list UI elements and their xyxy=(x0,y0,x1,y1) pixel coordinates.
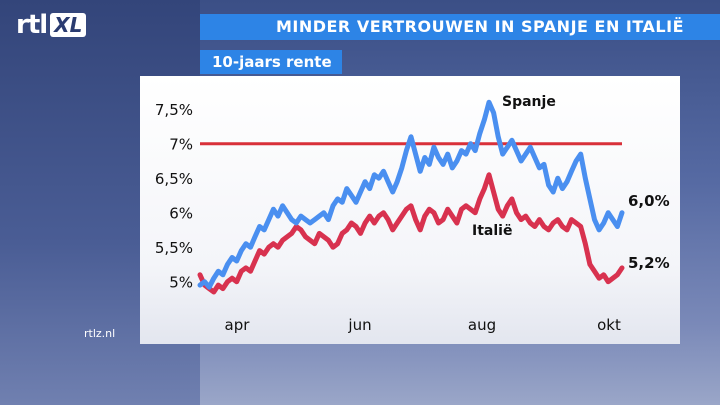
y-tick-label: 7% xyxy=(169,136,193,154)
end-label-spanje: 6,0% xyxy=(628,192,670,210)
y-tick-label: 5,5% xyxy=(155,239,193,257)
y-tick-label: 7,5% xyxy=(155,101,193,119)
x-tick-label: okt xyxy=(597,316,621,334)
series-line-italie xyxy=(197,172,625,295)
series-line-spanje xyxy=(197,99,625,290)
rtl-xl-logo: rtl XL xyxy=(16,10,87,40)
x-tick-label: jun xyxy=(347,316,371,334)
y-tick-label: 6% xyxy=(169,205,193,223)
series-label-spanje: Spanje xyxy=(502,94,556,110)
end-label-italie: 5,2% xyxy=(628,254,670,272)
y-tick-label: 5% xyxy=(169,274,193,292)
logo-xl-text: XL xyxy=(50,13,87,37)
chart-title: 10-jaars rente xyxy=(200,50,342,74)
x-tick-label: aug xyxy=(468,316,496,334)
y-tick-label: 6,5% xyxy=(155,170,193,188)
logo-rtl-text: rtl xyxy=(16,10,48,40)
title-bar: MINDER VERTROUWEN IN SPANJE EN ITALIË xyxy=(200,14,720,40)
watermark-text: rtlz.nl xyxy=(84,327,116,340)
series-label-italie: Italië xyxy=(472,223,512,239)
page-title: MINDER VERTROUWEN IN SPANJE EN ITALIË xyxy=(275,17,684,36)
x-tick-label: apr xyxy=(225,316,251,334)
